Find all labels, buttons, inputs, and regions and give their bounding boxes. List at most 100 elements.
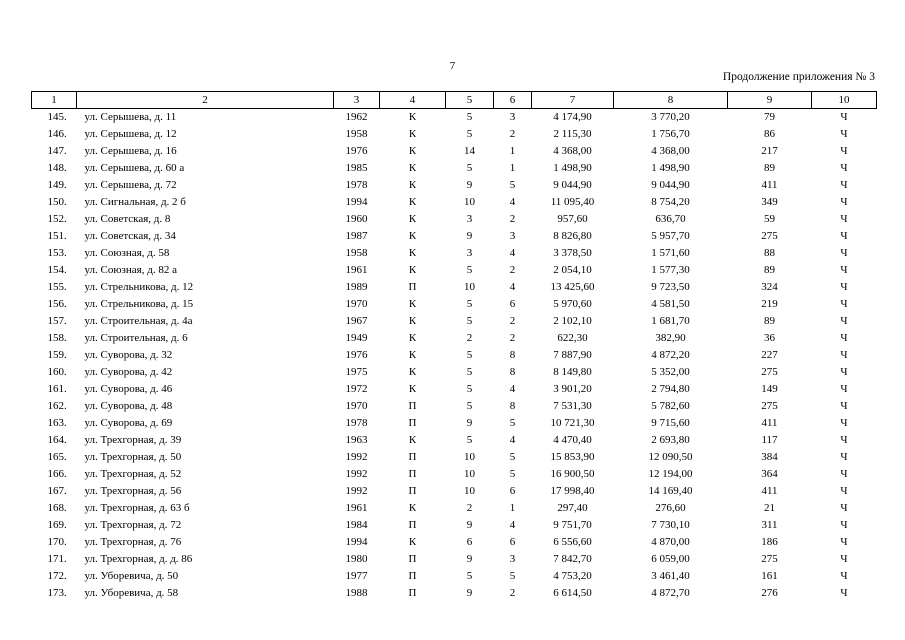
cell-total-area: 16 900,50 — [550, 468, 595, 480]
cell-wall-material: П — [408, 519, 417, 531]
cell-entrances: 4 — [509, 247, 516, 259]
cell-total-area: 13 425,60 — [550, 281, 595, 293]
column-header: 5 — [445, 91, 494, 109]
cell-ownership: Ч — [840, 145, 848, 157]
cell-floors: 6 — [466, 536, 473, 548]
cell-residents: 161 — [761, 570, 778, 582]
cell-wall-material: К — [408, 162, 417, 174]
cell-address: ул. Трехгорная, д. 50 — [84, 451, 182, 463]
cell-total-area: 1 498,90 — [553, 162, 592, 174]
page-number: 7 — [449, 60, 456, 72]
cell-wall-material: К — [408, 366, 417, 378]
cell-living-area: 636,70 — [655, 213, 686, 225]
cell-total-area: 3 378,50 — [553, 247, 592, 259]
cell-build-year: 1980 — [345, 553, 368, 565]
cell-build-year: 1958 — [345, 247, 368, 259]
cell-residents: 349 — [761, 196, 778, 208]
cell-floors: 5 — [466, 366, 473, 378]
cell-total-area: 2 102,10 — [553, 315, 592, 327]
cell-address: ул. Серышева, д. 12 — [84, 128, 177, 140]
cell-entrances: 2 — [509, 213, 516, 225]
cell-row-number: 159. — [47, 349, 67, 361]
cell-floors: 9 — [466, 587, 473, 599]
column-header: 4 — [379, 91, 446, 109]
column-header: 2 — [76, 91, 334, 109]
table-row: 159. ул. Суворова, д. 32 1976 К 5 8 7 887,90 4 … — [32, 347, 877, 364]
cell-ownership: Ч — [840, 400, 848, 412]
cell-address: ул. Трехгорная, д. д. 86 — [84, 553, 193, 565]
cell-row-number: 150. — [47, 196, 67, 208]
cell-total-area: 11 095,40 — [550, 196, 595, 208]
cell-ownership: Ч — [840, 434, 848, 446]
cell-ownership: Ч — [840, 315, 848, 327]
cell-wall-material: К — [408, 196, 417, 208]
cell-address: ул. Строительная, д. 4а — [84, 315, 193, 327]
cell-floors: 5 — [466, 298, 473, 310]
cell-residents: 79 — [764, 111, 775, 123]
cell-entrances: 1 — [509, 162, 516, 174]
cell-address: ул. Трехгорная, д. 72 — [84, 519, 182, 531]
cell-row-number: 156. — [47, 298, 67, 310]
table-row: 173. ул. Уборевича, д. 58 1988 П 9 2 6 614,50 4… — [32, 585, 877, 602]
cell-ownership: Ч — [840, 332, 848, 344]
cell-build-year: 1984 — [345, 519, 368, 531]
cell-residents: 149 — [761, 383, 778, 395]
cell-ownership: Ч — [840, 502, 848, 514]
cell-residents: 86 — [764, 128, 775, 140]
cell-residents: 227 — [761, 349, 778, 361]
table-row: 145. ул. Серышева, д. 11 1962 К 5 3 4 174,90 3 … — [32, 109, 877, 127]
cell-build-year: 1992 — [345, 468, 368, 480]
cell-total-area: 2 054,10 — [553, 264, 592, 276]
cell-living-area: 12 090,50 — [648, 451, 693, 463]
cell-ownership: Ч — [840, 485, 848, 497]
cell-residents: 384 — [761, 451, 778, 463]
cell-build-year: 1992 — [345, 485, 368, 497]
table-row: 163. ул. Суворова, д. 69 1978 П 9 5 10 721,30 9… — [32, 415, 877, 432]
cell-address: ул. Суворова, д. 69 — [84, 417, 173, 429]
column-header: 6 — [493, 91, 532, 109]
table-row: 156. ул. Стрельникова, д. 15 1970 К 5 6 5 970,… — [32, 296, 877, 313]
cell-wall-material: К — [408, 332, 417, 344]
cell-row-number: 160. — [47, 366, 67, 378]
cell-build-year: 1976 — [345, 349, 368, 361]
cell-living-area: 1 756,70 — [651, 128, 690, 140]
cell-build-year: 1988 — [345, 587, 368, 599]
cell-total-area: 10 721,30 — [550, 417, 595, 429]
cell-living-area: 7 730,10 — [651, 519, 690, 531]
cell-living-area: 9 723,50 — [651, 281, 690, 293]
cell-address: ул. Союзная, д. 58 — [84, 247, 170, 259]
column-header: 1 — [31, 91, 77, 109]
cell-entrances: 2 — [509, 315, 516, 327]
cell-row-number: 163. — [47, 417, 67, 429]
cell-floors: 9 — [466, 519, 473, 531]
cell-living-area: 3 461,40 — [651, 570, 690, 582]
cell-entrances: 4 — [509, 434, 516, 446]
cell-residents: 36 — [764, 332, 775, 344]
column-header: 3 — [333, 91, 380, 109]
cell-address: ул. Сигнальная, д. 2 б — [84, 196, 186, 208]
table-row: 160. ул. Суворова, д. 42 1975 К 5 8 8 149,80 5 … — [32, 364, 877, 381]
cell-living-area: 382,90 — [655, 332, 686, 344]
cell-address: ул. Суворова, д. 46 — [84, 383, 173, 395]
cell-build-year: 1960 — [345, 213, 368, 225]
table-row: 171. ул. Трехгорная, д. д. 86 1980 П 9 3 7 842… — [32, 551, 877, 568]
cell-residents: 364 — [761, 468, 778, 480]
cell-entrances: 2 — [509, 587, 516, 599]
cell-total-area: 2 115,30 — [553, 128, 592, 140]
cell-build-year: 1987 — [345, 230, 368, 242]
cell-ownership: Ч — [840, 111, 848, 123]
column-header: 9 — [727, 91, 812, 109]
table-row: 149. ул. Серышева, д. 72 1978 К 9 5 9 044,90 9 … — [32, 177, 877, 194]
cell-living-area: 1 498,90 — [651, 162, 690, 174]
cell-ownership: Ч — [840, 281, 848, 293]
cell-build-year: 1978 — [345, 179, 368, 191]
cell-ownership: Ч — [840, 179, 848, 191]
cell-floors: 5 — [466, 400, 473, 412]
table-row: 153. ул. Союзная, д. 58 1958 К 3 4 3 378,50 1 5… — [32, 245, 877, 262]
cell-address: ул. Серышева, д. 11 — [84, 111, 177, 123]
cell-ownership: Ч — [840, 196, 848, 208]
cell-wall-material: К — [408, 128, 417, 140]
cell-residents: 89 — [764, 162, 775, 174]
cell-entrances: 8 — [509, 366, 516, 378]
cell-wall-material: К — [408, 315, 417, 327]
